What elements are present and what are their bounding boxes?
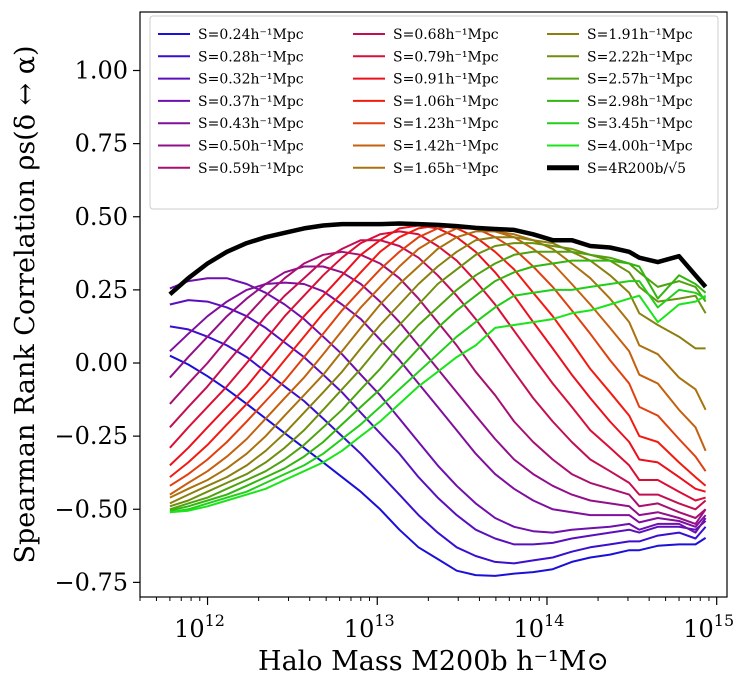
legend-label-s-0-43h-mpc: S=0.43h⁻¹Mpc	[198, 116, 304, 132]
y-tick-label: −0.50	[54, 495, 128, 523]
x-tick-label: 1013	[344, 611, 395, 643]
series-line-s-1-23h-mpc	[169, 224, 707, 487]
legend-label-s-0-68h-mpc: S=0.68h⁻¹Mpc	[393, 27, 499, 43]
legend-label-s-0-79h-mpc: S=0.79h⁻¹Mpc	[393, 49, 499, 65]
x-tick-label: 1014	[514, 611, 565, 643]
legend-label-s-4r200b-5: S=4R200b/√5	[587, 161, 686, 177]
series-line-s-4-00h-mpc	[169, 294, 707, 514]
legend-label-s-0-37h-mpc: S=0.37h⁻¹Mpc	[198, 94, 304, 110]
series-line-s-2-98h-mpc	[169, 259, 707, 512]
series-line-s-0-28h-mpc	[169, 325, 707, 565]
legend-label-s-1-23h-mpc: S=1.23h⁻¹Mpc	[393, 116, 499, 132]
legend-label-s-1-42h-mpc: S=1.42h⁻¹Mpc	[393, 139, 499, 155]
legend: S=0.24h⁻¹Mpc S=0.28h⁻¹Mpc S=0.32h⁻¹Mpc S=0.…	[149, 15, 719, 210]
legend-label-s-4-00h-mpc: S=4.00h⁻¹Mpc	[587, 139, 693, 155]
series-lines	[168, 221, 708, 577]
series-line-s-0-32h-mpc	[169, 299, 707, 546]
series-line-s-1-42h-mpc	[169, 227, 707, 496]
legend-label-s-3-45h-mpc: S=3.45h⁻¹Mpc	[587, 116, 693, 132]
series-line-s-0-79h-mpc	[169, 230, 706, 502]
plot-frame	[139, 11, 728, 598]
legend-label-s-2-57h-mpc: S=2.57h⁻¹Mpc	[587, 72, 693, 88]
series-line-s-0-37h-mpc	[169, 277, 707, 534]
x-axis-label: Halo Mass M200b h⁻¹M⊙	[258, 646, 609, 677]
series-line-s-0-68h-mpc	[169, 239, 707, 511]
legend-label-s-0-28h-mpc: S=0.28h⁻¹Mpc	[198, 49, 304, 65]
legend-label-s-0-32h-mpc: S=0.32h⁻¹Mpc	[198, 72, 304, 88]
y-axis-label: Spearman Rank Correlation ρs(δ ↔ α)	[10, 45, 41, 563]
y-tick-label: 0.75	[75, 130, 128, 158]
series-line-s-4r200b-5	[168, 221, 708, 296]
series-line-s-0-59h-mpc	[169, 250, 707, 519]
legend-label-s-1-91h-mpc: S=1.91h⁻¹Mpc	[587, 27, 693, 43]
legend-label-s-1-65h-mpc: S=1.65h⁻¹Mpc	[393, 161, 499, 177]
series-line-s-3-45h-mpc	[169, 280, 707, 514]
y-tick-label: 0.00	[75, 349, 128, 377]
series-line-s-1-65h-mpc	[169, 230, 707, 499]
legend-label-s-0-91h-mpc: S=0.91h⁻¹Mpc	[393, 72, 499, 88]
x-tick-label: 1012	[174, 611, 225, 643]
legend-label-s-0-24h-mpc: S=0.24h⁻¹Mpc	[198, 27, 304, 43]
series-line-s-2-22h-mpc	[169, 242, 707, 508]
series-line-s-0-24h-mpc	[169, 354, 707, 577]
axis-ticks: 1.00 0.75 0.50 0.25 0.00 −0.25 −0.50 −0.75 1012 1…	[54, 57, 734, 644]
legend-box	[149, 15, 719, 210]
legend-label-s-2-22h-mpc: S=2.22h⁻¹Mpc	[587, 49, 693, 65]
y-tick-label: 1.00	[75, 57, 128, 85]
series-line-s-1-06h-mpc	[169, 224, 707, 487]
legend-label-s-0-50h-mpc: S=0.50h⁻¹Mpc	[198, 139, 304, 155]
legend-label-s-2-98h-mpc: S=2.98h⁻¹Mpc	[587, 94, 693, 110]
legend-label-s-0-59h-mpc: S=0.59h⁻¹Mpc	[198, 161, 304, 177]
series-line-s-0-43h-mpc	[169, 281, 707, 528]
y-tick-label: 0.25	[75, 276, 128, 304]
series-line-s-1-91h-mpc	[169, 236, 706, 505]
y-tick-label: −0.25	[54, 422, 128, 450]
y-tick-label: −0.75	[54, 568, 128, 596]
y-tick-label: 0.50	[75, 203, 128, 231]
x-tick-label: 1015	[683, 611, 734, 643]
legend-label-s-1-06h-mpc: S=1.06h⁻¹Mpc	[393, 94, 499, 110]
series-line-s-0-50h-mpc	[169, 265, 707, 525]
